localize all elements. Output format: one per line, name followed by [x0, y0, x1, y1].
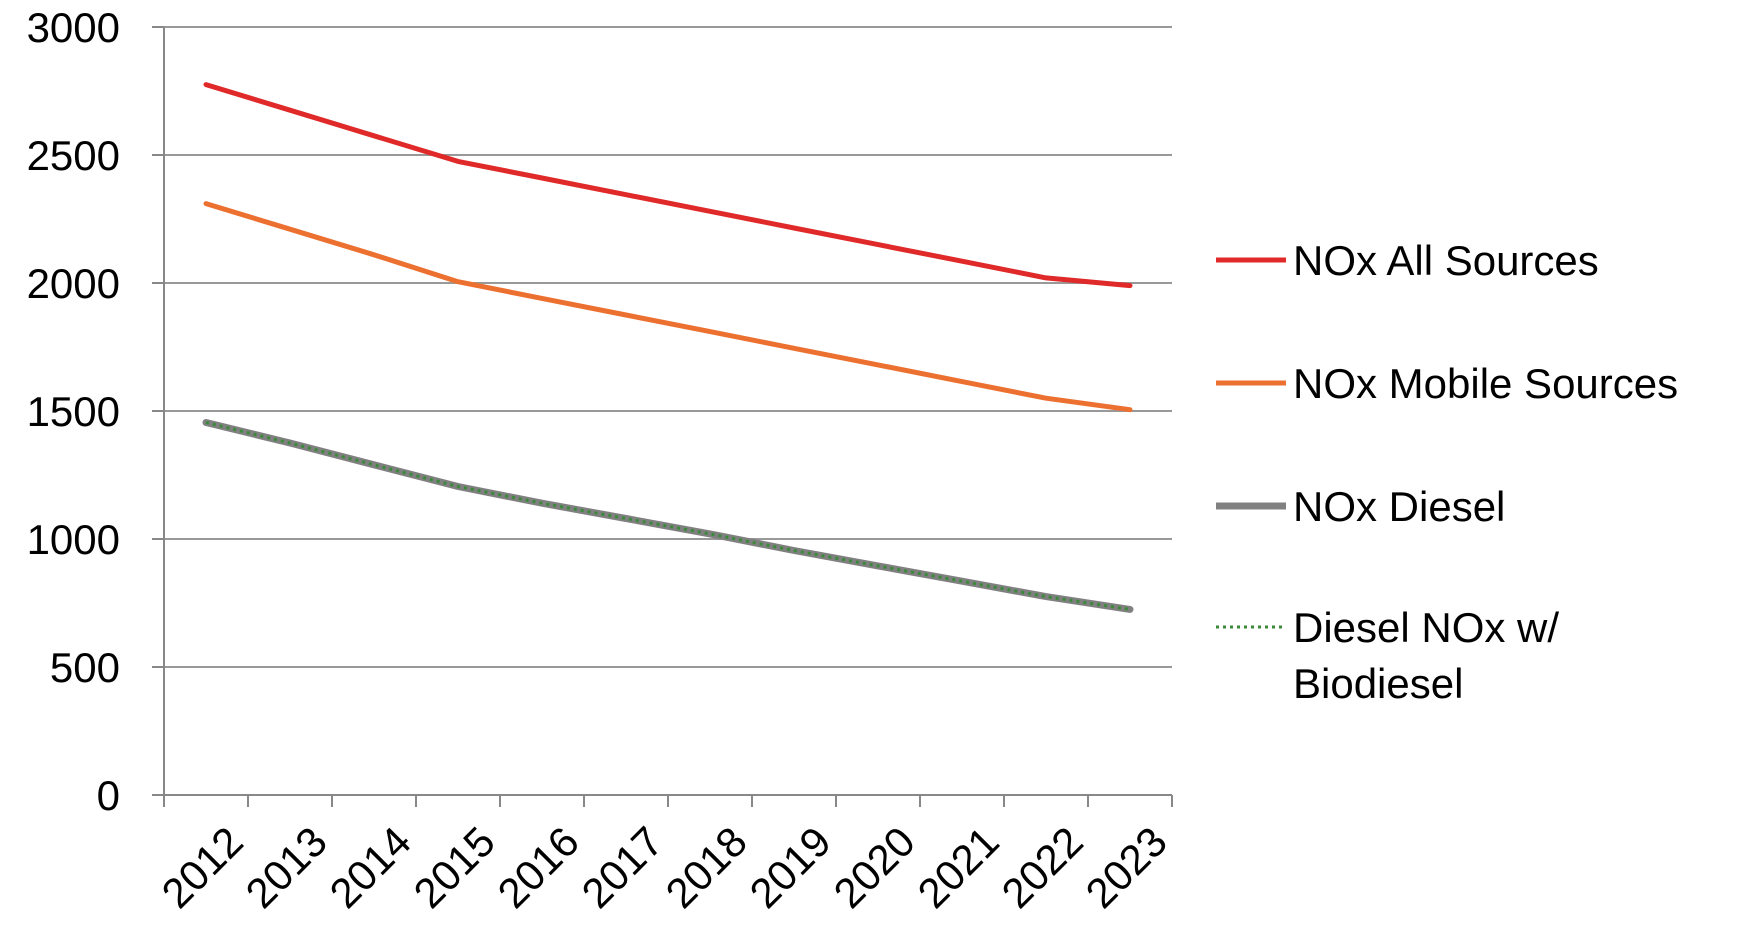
x-tick-label: 2016 [489, 818, 588, 917]
x-tick-label: 2021 [909, 818, 1008, 917]
x-tick-label: 2018 [657, 818, 756, 917]
series-lines [202, 82, 1134, 613]
y-tick-label: 2500 [27, 132, 120, 179]
tick-labels: 0 500 1000 1500 2000 2500 3000 2012201320142015… [27, 4, 1176, 917]
gridlines [164, 26, 1172, 668]
y-tick-label: 0 [97, 772, 120, 819]
y-tick-label: 2000 [27, 260, 120, 307]
x-tick-label: 2017 [573, 818, 672, 917]
axes [152, 26, 1173, 807]
y-tick-label: 1000 [27, 516, 120, 563]
legend-label: Diesel NOx w/ [1293, 604, 1559, 651]
legend: NOx All Sources NOx Mobile Sources NOx Die… [1216, 237, 1678, 707]
x-tick-label: 2012 [153, 818, 252, 917]
legend-label: NOx Mobile Sources [1293, 360, 1678, 407]
series-line-2 [202, 419, 1134, 613]
series-line-1 [203, 201, 1133, 413]
x-tick-label: 2023 [1077, 818, 1176, 917]
x-tick-label: 2013 [237, 818, 336, 917]
x-tick-label: 2020 [825, 818, 924, 917]
legend-label: Biodiesel [1293, 660, 1463, 707]
x-tick-label: 2014 [321, 818, 420, 917]
series-line-3 [205, 421, 1131, 611]
y-tick-label: 500 [50, 644, 120, 691]
x-tick-label: 2022 [993, 818, 1092, 917]
x-tick-label: 2019 [741, 818, 840, 917]
y-tick-label: 1500 [27, 388, 120, 435]
series-line-0 [203, 82, 1133, 289]
legend-label: NOx All Sources [1293, 237, 1599, 284]
x-tick-label: 2015 [405, 818, 504, 917]
y-tick-label: 3000 [27, 4, 120, 51]
legend-label: NOx Diesel [1293, 483, 1505, 530]
